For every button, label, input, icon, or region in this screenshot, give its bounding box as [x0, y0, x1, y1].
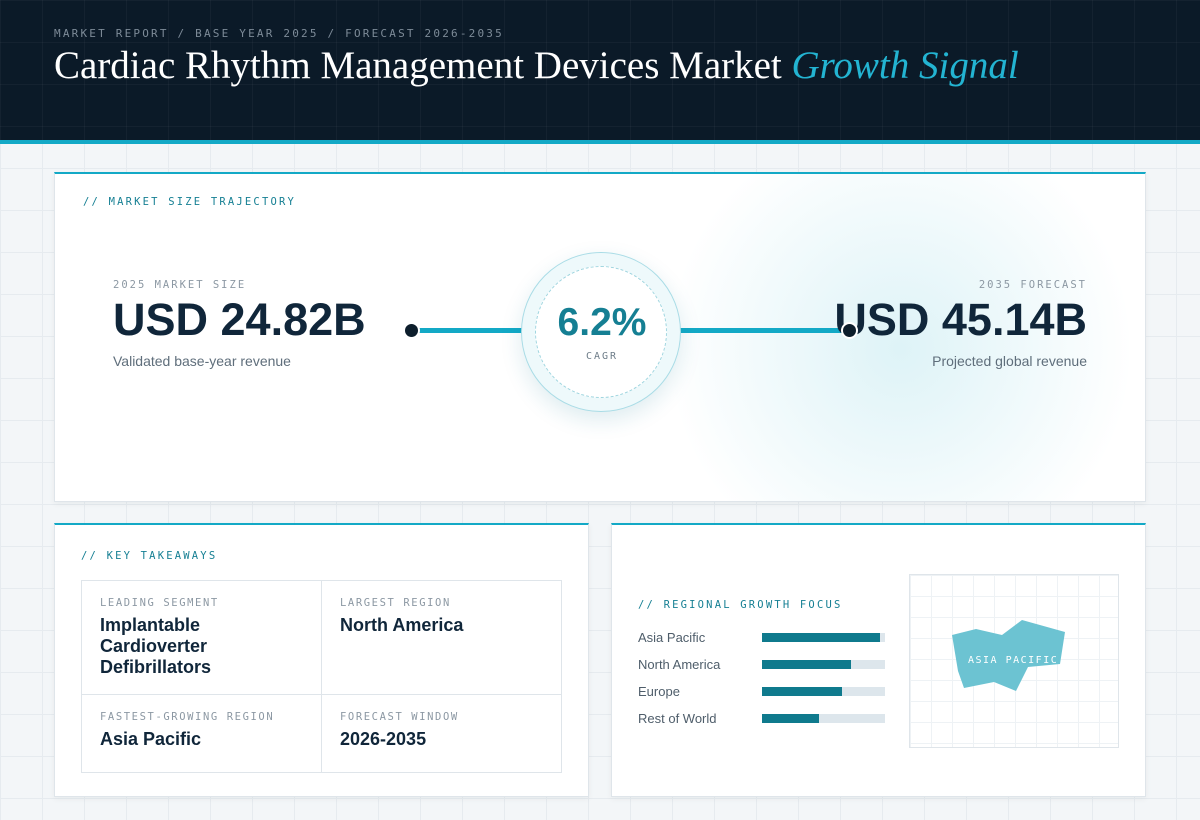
region-bar-track	[762, 714, 885, 723]
background-glow	[665, 174, 1135, 501]
takeaway-value: North America	[340, 615, 464, 635]
start-point-dot	[403, 322, 420, 339]
start-year-label: 2025 MARKET SIZE	[113, 279, 247, 291]
takeaway-cell-largest-region: LARGEST REGION North America	[322, 581, 561, 694]
takeaways-grid: LEADING SEGMENT Implantable Cardioverter…	[81, 580, 562, 773]
region-map: ASIA PACIFIC	[909, 574, 1119, 748]
takeaway-cell-forecast-window: FORECAST WINDOW 2026-2035	[322, 695, 561, 772]
title-accent: Growth Signal	[791, 44, 1019, 87]
map-region-label: ASIA PACIFIC	[968, 655, 1059, 666]
end-year-label: 2035 FORECAST	[978, 279, 1087, 291]
report-eyebrow: MARKET REPORT / BASE YEAR 2025 / FORECAS…	[54, 27, 504, 40]
takeaway-cell-fastest-region: FASTEST-GROWING REGION Asia Pacific	[82, 695, 321, 772]
takeaway-label: LEADING SEGMENT	[100, 597, 219, 609]
report-header: MARKET REPORT / BASE YEAR 2025 / FORECAS…	[0, 0, 1200, 144]
region-bar-label: Europe	[638, 684, 680, 699]
takeaways-section-label: // KEY TAKEAWAYS	[81, 550, 218, 562]
region-bar-label: North America	[638, 657, 721, 672]
takeaway-label: FASTEST-GROWING REGION	[100, 711, 275, 723]
grid-horizontal-divider	[82, 694, 561, 695]
region-bar-fill	[762, 633, 881, 642]
market-size-card: // MARKET SIZE TRAJECTORY 2025 MARKET SI…	[54, 172, 1146, 502]
end-caption: Projected global revenue	[932, 353, 1087, 369]
start-caption: Validated base-year revenue	[113, 353, 291, 369]
regional-section-label: // REGIONAL GROWTH FOCUS	[638, 599, 843, 611]
end-point-dot	[841, 322, 858, 339]
takeaway-value: 2026-2035	[340, 729, 427, 749]
end-market-value: USD 45.14B	[834, 294, 1087, 345]
cagr-value: 6.2%	[557, 301, 647, 344]
region-bar-label: Rest of World	[638, 711, 717, 726]
region-bar-fill	[762, 660, 851, 669]
takeaway-label: FORECAST WINDOW	[340, 711, 459, 723]
cagr-inner-ring: 6.2% CAGR	[535, 266, 667, 398]
start-market-value: USD 24.82B	[113, 294, 366, 345]
takeaway-value: Asia Pacific	[100, 729, 202, 749]
region-bar-label: Asia Pacific	[638, 630, 706, 645]
region-bar-fill	[762, 687, 842, 696]
cagr-label: CAGR	[585, 351, 619, 362]
key-takeaways-card: // KEY TAKEAWAYS LEADING SEGMENT Implant…	[54, 523, 589, 797]
page-title: Cardiac Rhythm Management Devices Market…	[54, 43, 1019, 88]
asia-pacific-map-shape	[952, 620, 1065, 691]
region-bar-track	[762, 687, 885, 696]
region-bar-track	[762, 660, 885, 669]
region-bar-fill	[762, 714, 819, 723]
title-main: Cardiac Rhythm Management Devices Market	[54, 44, 782, 87]
cagr-badge: 6.2% CAGR	[521, 252, 681, 412]
takeaway-label: LARGEST REGION	[340, 597, 451, 609]
trajectory-section-label: // MARKET SIZE TRAJECTORY	[83, 196, 297, 208]
takeaway-cell-leading-segment: LEADING SEGMENT Implantable Cardioverter…	[82, 581, 321, 694]
regional-growth-card: // REGIONAL GROWTH FOCUS Asia Pacific Nor…	[611, 523, 1146, 797]
takeaway-value: Implantable Cardioverter Defibrillators	[100, 615, 212, 677]
region-bar-track	[762, 633, 885, 642]
grid-vertical-divider	[321, 581, 322, 772]
